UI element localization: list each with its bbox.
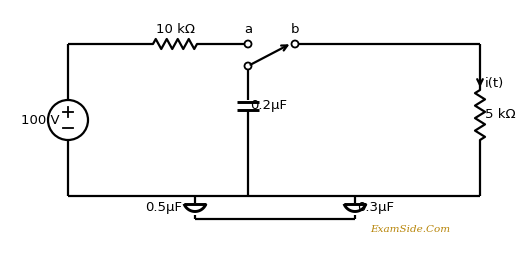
Text: i(t): i(t) xyxy=(485,76,504,89)
Text: a: a xyxy=(244,23,252,36)
Text: 0.3μF: 0.3μF xyxy=(357,201,394,214)
Text: 0.5μF: 0.5μF xyxy=(145,201,182,214)
Text: 100 V: 100 V xyxy=(21,114,60,126)
Text: 10 kΩ: 10 kΩ xyxy=(155,23,195,36)
Text: 0.2μF: 0.2μF xyxy=(250,100,287,113)
Text: 5 kΩ: 5 kΩ xyxy=(485,108,516,121)
Text: b: b xyxy=(291,23,299,36)
Text: ExamSide.Com: ExamSide.Com xyxy=(370,225,450,233)
